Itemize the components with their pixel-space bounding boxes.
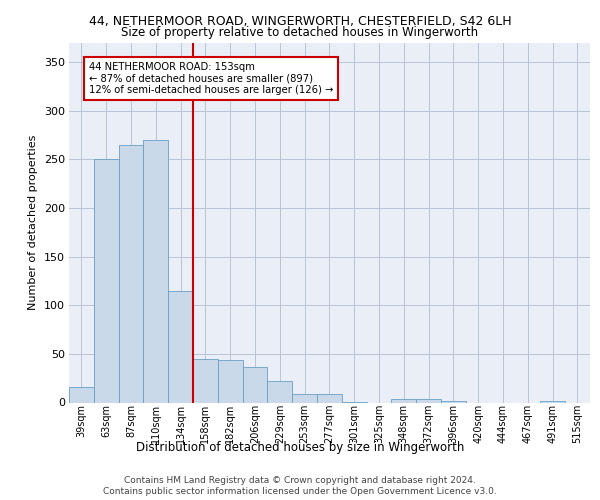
Bar [69, 387, 94, 402]
Text: 44 NETHERMOOR ROAD: 153sqm
← 87% of detached houses are smaller (897)
12% of sem: 44 NETHERMOOR ROAD: 153sqm ← 87% of deta… [89, 62, 333, 95]
Bar [441, 400, 466, 402]
Bar [292, 394, 317, 402]
Text: Contains public sector information licensed under the Open Government Licence v3: Contains public sector information licen… [103, 487, 497, 496]
Bar [143, 140, 168, 402]
Bar [119, 144, 143, 402]
Text: 44, NETHERMOOR ROAD, WINGERWORTH, CHESTERFIELD, S42 6LH: 44, NETHERMOOR ROAD, WINGERWORTH, CHESTE… [89, 15, 511, 28]
Bar [168, 290, 193, 403]
Text: Size of property relative to detached houses in Wingerworth: Size of property relative to detached ho… [121, 26, 479, 39]
Bar [242, 368, 268, 402]
Y-axis label: Number of detached properties: Number of detached properties [28, 135, 38, 310]
Bar [317, 394, 342, 402]
Bar [540, 400, 565, 402]
Text: Contains HM Land Registry data © Crown copyright and database right 2024.: Contains HM Land Registry data © Crown c… [124, 476, 476, 485]
Text: Distribution of detached houses by size in Wingerworth: Distribution of detached houses by size … [136, 441, 464, 454]
Bar [94, 160, 119, 402]
Bar [391, 398, 416, 402]
Bar [193, 358, 218, 403]
Bar [268, 381, 292, 402]
Bar [218, 360, 242, 403]
Bar [416, 398, 441, 402]
